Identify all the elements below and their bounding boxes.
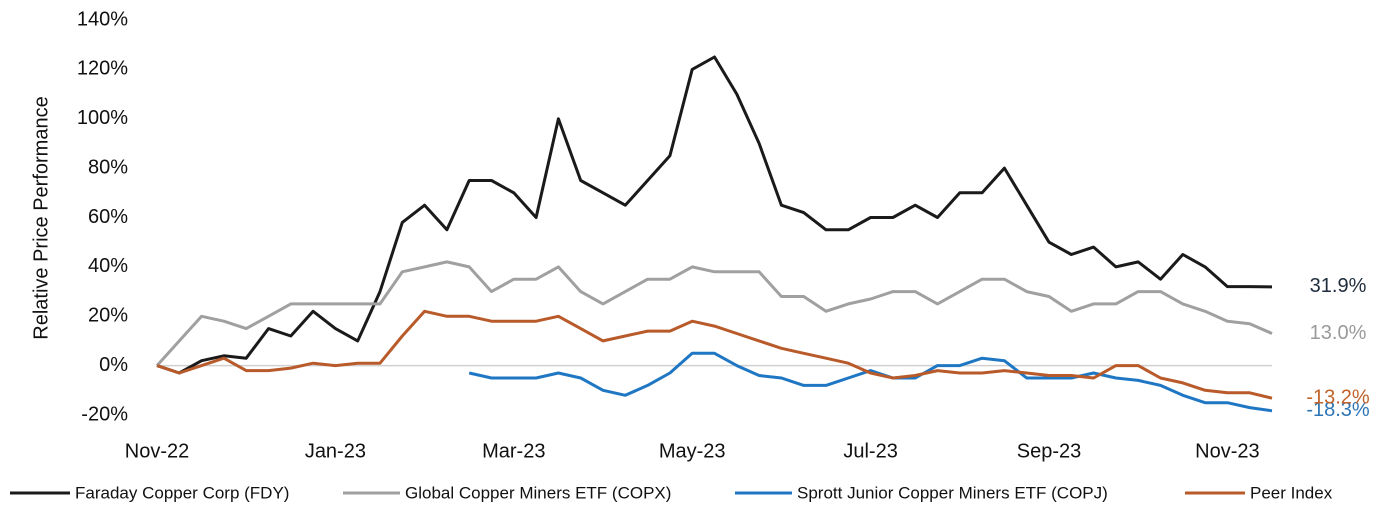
- end-label: 13.0%: [1310, 322, 1367, 344]
- y-axis-label: Relative Price Performance: [30, 96, 52, 339]
- x-tick-label: Jul-23: [843, 440, 897, 462]
- end-label: 31.9%: [1310, 275, 1367, 297]
- legend-label: Sprott Junior Copper Miners ETF (COPJ): [797, 483, 1108, 502]
- y-tick-label: -20%: [81, 403, 128, 425]
- y-tick-label: 100%: [77, 107, 128, 129]
- y-tick-label: 120%: [77, 58, 128, 80]
- series-line: [156, 309, 1273, 400]
- x-tick-label: Mar-23: [482, 440, 545, 462]
- end-label: -13.2%: [1306, 386, 1370, 408]
- y-tick-label: 140%: [77, 8, 128, 30]
- legend-label: Global Copper Miners ETF (COPX): [405, 483, 671, 502]
- x-tick-label: Nov-23: [1195, 440, 1259, 462]
- legend-label: Peer Index: [1250, 483, 1333, 502]
- legend-label: Faraday Copper Corp (FDY): [75, 483, 289, 502]
- y-tick-label: 60%: [88, 206, 128, 228]
- y-tick-label: 40%: [88, 255, 128, 277]
- x-tick-label: May-23: [659, 440, 726, 462]
- x-tick-label: Nov-22: [125, 440, 189, 462]
- series-line: [468, 351, 1273, 413]
- y-tick-label: 20%: [88, 305, 128, 327]
- y-tick-label: 0%: [99, 354, 128, 376]
- x-tick-label: Jan-23: [305, 440, 366, 462]
- series-line: [156, 55, 1273, 375]
- x-tick-label: Sep-23: [1017, 440, 1082, 462]
- y-tick-label: 80%: [88, 156, 128, 178]
- end-label: -18.3%: [1306, 399, 1370, 421]
- series-line: [155, 260, 1273, 367]
